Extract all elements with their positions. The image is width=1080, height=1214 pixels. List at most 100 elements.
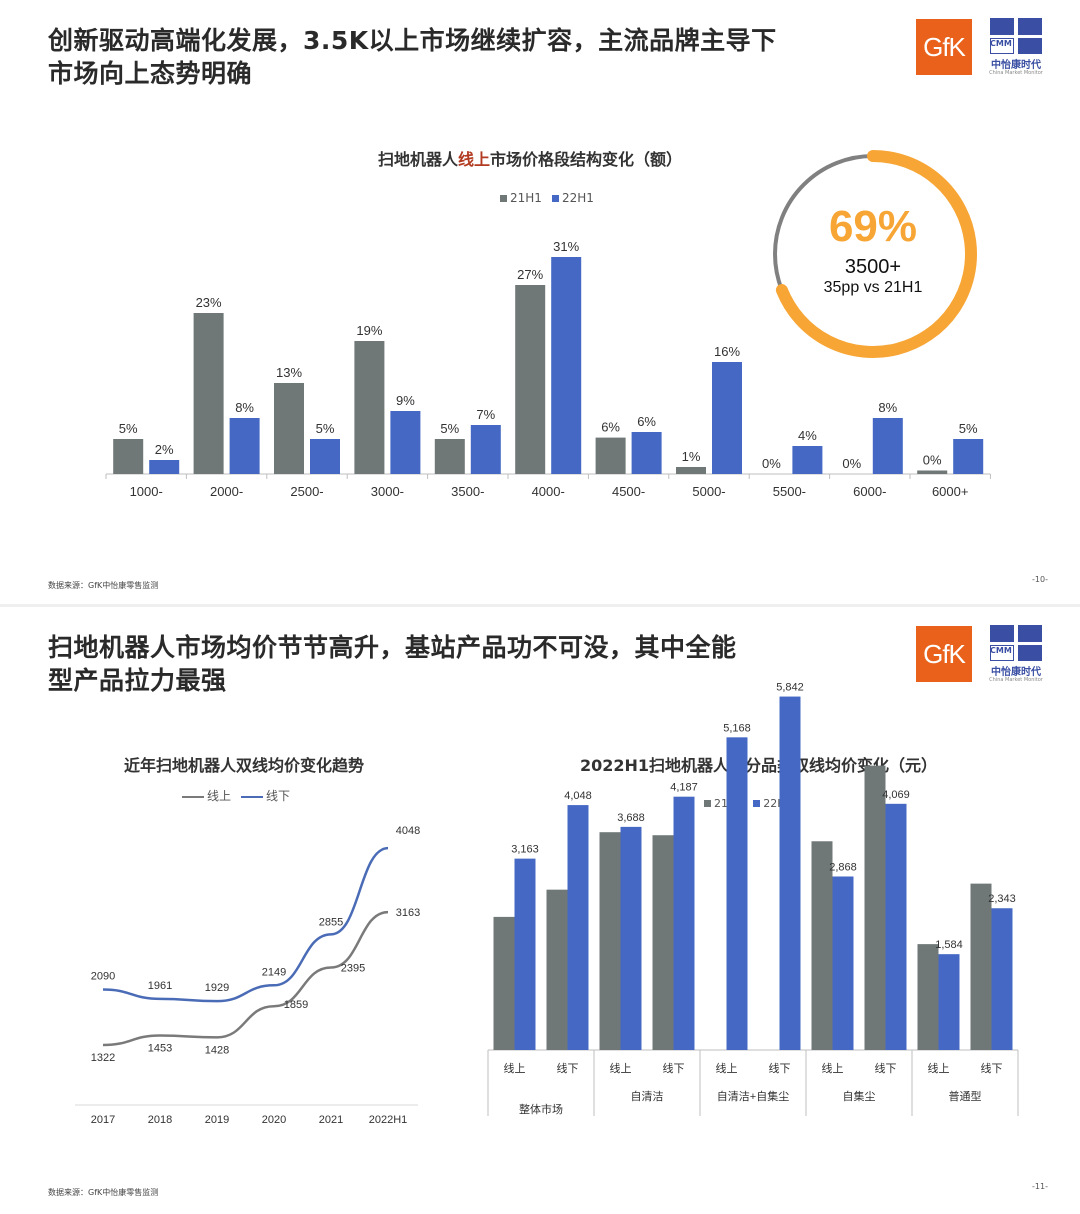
data-label: 1859: [284, 999, 308, 1011]
bar-value-label: 4,069: [882, 789, 910, 801]
data-label: 3163: [396, 907, 420, 919]
data-label: 2149: [262, 966, 286, 978]
bar-22h1: [310, 439, 340, 474]
x-tick-label: 4000-: [532, 484, 565, 499]
share-ring-arc: [773, 150, 977, 358]
x-tick-label: 2500-: [290, 484, 323, 499]
bar-value-label: 1%: [682, 449, 701, 464]
share-segment-label: 3500+: [844, 256, 902, 278]
bar-21h1: [274, 383, 304, 474]
group-label: 自清洁: [631, 1090, 664, 1103]
bar-22h1: [712, 362, 742, 474]
bar-22h1: [551, 257, 582, 474]
x-tick-label: 3500-: [451, 484, 484, 499]
bar-22h1: [938, 954, 960, 1050]
bar-value-label: 5,168: [723, 722, 751, 734]
bar-value-label: 2,868: [829, 861, 857, 873]
bar-21h1: [113, 439, 144, 474]
bar-value-label: 0%: [762, 456, 781, 471]
data-label: 1929: [205, 982, 229, 994]
cmm-logo: CMM 中怡康时代 China Market Monitor: [984, 18, 1048, 80]
bar-22h1: [567, 805, 589, 1050]
bar-22h1: [470, 425, 501, 474]
bar-22h1: [631, 432, 662, 474]
bar-value-label: 5%: [959, 421, 978, 436]
sub-tick-label: 线下: [769, 1061, 791, 1075]
bar-value-label: 31%: [553, 239, 579, 254]
sub-tick-label: 线上: [504, 1061, 526, 1075]
ring-progress-arc: [775, 150, 977, 358]
x-tick-label: 6000+: [932, 484, 969, 499]
bar-value-label: 5%: [316, 421, 335, 436]
average-price-line-chart: 2017 2018 2019 2020 2021 2022H1 1322 1453 1428 18…: [75, 825, 420, 1126]
bar-22h1: [149, 460, 180, 474]
data-source: 数据来源：GfK中怡康零售监测: [48, 1188, 159, 1197]
series-line-offline: [102, 846, 389, 1003]
x-tick-label: 3000-: [371, 484, 404, 499]
bar-value-label: 1,584: [935, 939, 963, 951]
bar-value-label: 8%: [878, 400, 897, 415]
page-number: -10-: [1032, 575, 1048, 584]
x-tick-label: 5500-: [773, 484, 806, 499]
bar-value-label: 9%: [396, 393, 415, 408]
x-tick-label: 2021: [319, 1114, 343, 1126]
bar-21h1: [434, 439, 465, 474]
data-label: 1428: [205, 1044, 229, 1056]
bar-22h1: [832, 876, 854, 1050]
bar-value-label: 8%: [235, 400, 254, 415]
bar-21h1: [864, 765, 886, 1050]
bar-22h1: [726, 737, 748, 1050]
bar-value-label: 19%: [356, 323, 382, 338]
bar-21h1: [599, 832, 621, 1050]
group-label: 整体市场: [519, 1102, 563, 1116]
bar-21h1: [676, 467, 706, 474]
category-chart-title: 2022H1扫地机器人细分品类双线均价变化（元）: [580, 756, 938, 775]
price-segment-bar-chart: 5% 2% 1000- 23% 8% 2000- 13% 5% 2500- 19% 9% 3000- 5…: [105, 239, 991, 499]
bar-21h1: [917, 470, 948, 474]
x-tick-label: 1000-: [130, 484, 163, 499]
bar-value-label: 0%: [923, 453, 942, 468]
bar-value-label: 2,343: [988, 893, 1016, 905]
bar-value-label: 2%: [155, 442, 174, 457]
sub-tick-label: 线下: [875, 1061, 897, 1075]
slide-price-structure: 创新驱动高端化发展，3.5K以上市场继续扩容，主流品牌主导下 市场向上态势明确 …: [0, 0, 1080, 605]
bar-value-label: 5,842: [776, 682, 804, 694]
share-percent: 69%: [828, 202, 918, 251]
sub-tick-label: 线下: [981, 1061, 1003, 1075]
sub-tick-label: 线上: [610, 1061, 632, 1075]
slide-average-price: 扫地机器人市场均价节节高升，基站产品功不可没，其中全能 型产品拉力最强 GfK …: [0, 607, 1080, 1214]
data-label: 1961: [148, 980, 172, 992]
bar-22h1: [792, 446, 823, 474]
group-label: 自集尘: [843, 1089, 876, 1103]
bar-value-label: 4%: [798, 428, 817, 443]
share-ring: 69% 3500+ 35pp vs 21H1: [765, 146, 981, 362]
bar-21h1: [493, 916, 515, 1050]
cmm-logo-grid: [990, 18, 1042, 54]
x-tick-label: 2020: [262, 1114, 286, 1126]
x-tick-label: 2017: [91, 1114, 115, 1126]
bar-21h1: [917, 944, 939, 1050]
x-tick-label: 2019: [205, 1114, 229, 1126]
bar-value-label: 7%: [476, 407, 495, 422]
series-line-online: [102, 910, 389, 1047]
x-tick-label: 2022H1: [369, 1114, 408, 1126]
sub-tick-label: 线上: [716, 1061, 738, 1075]
bar-value-label: 27%: [517, 267, 543, 282]
bar-22h1: [872, 418, 903, 474]
cmm-logo: CMM 中怡康时代 China Market Monitor: [984, 625, 1048, 687]
bar-22h1: [953, 439, 984, 474]
sub-tick-label: 线下: [557, 1061, 579, 1075]
legend-item-offline: 线下: [241, 787, 290, 804]
bar-value-label: 3,688: [617, 812, 645, 824]
bar-22h1: [779, 696, 801, 1050]
data-label: 2855: [319, 916, 343, 928]
data-label: 2090: [91, 971, 115, 983]
data-label: 1453: [148, 1043, 172, 1055]
data-source: 数据来源：GfK中怡康零售监测: [48, 581, 159, 590]
cmm-logo-grid: [990, 625, 1042, 661]
bar-value-label: 6%: [637, 414, 656, 429]
chart-title: 扫地机器人线上市场价格段结构变化（额）: [378, 150, 683, 169]
bar-21h1: [546, 889, 568, 1050]
bar-21h1: [595, 437, 626, 474]
x-tick-label: 2018: [148, 1114, 172, 1126]
